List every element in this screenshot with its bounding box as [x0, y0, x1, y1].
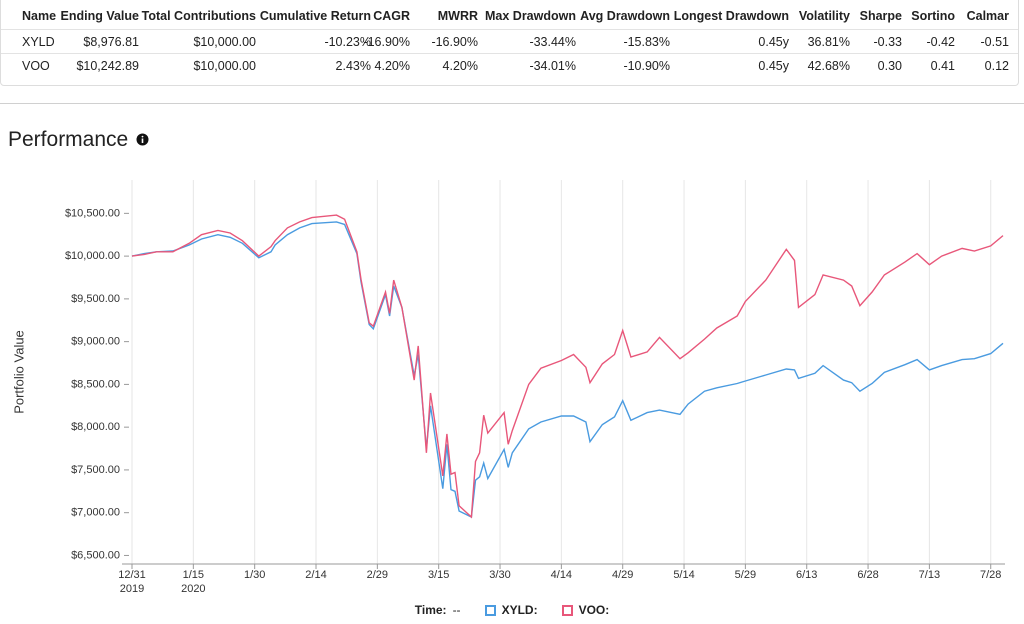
line-series — [131, 221, 1004, 519]
table-cell: -10.90% — [623, 59, 670, 73]
table-cell: XYLD — [22, 35, 55, 49]
x-tick-label: 6/13 — [795, 569, 818, 581]
column-header: MWRR — [437, 9, 478, 23]
table-cell: 0.41 — [930, 59, 955, 73]
legend-swatch — [484, 604, 496, 616]
column-header: Sharpe — [859, 9, 902, 23]
column-header: Name — [22, 9, 57, 23]
table-cell: -16.90% — [431, 35, 478, 49]
table-cell: -0.51 — [980, 35, 1010, 49]
legend-swatch — [561, 604, 573, 616]
info-icon[interactable] — [136, 133, 149, 146]
y-tick-label: $9,500.00 — [71, 293, 120, 305]
table-cell: 0.12 — [984, 59, 1009, 73]
y-tick-label: $10,000.00 — [65, 250, 120, 262]
x-tick-label: 7/28 — [980, 569, 1002, 581]
legend: Time: -- XYLD: VOO: — [0, 603, 1024, 617]
table-cell: -16.90% — [363, 35, 410, 49]
x-tick-label: 1/15 2020 — [181, 569, 206, 595]
y-tick-label: $10,500.00 — [65, 207, 120, 219]
column-header: Calmar — [966, 9, 1009, 23]
column-header: CAGR — [373, 9, 410, 23]
y-tick-label: $6,500.00 — [71, 549, 120, 561]
table-cell: 2.43% — [335, 59, 371, 73]
column-header: Volatility — [798, 9, 850, 23]
x-tick-label: 3/15 — [427, 569, 450, 581]
x-tick-label: 4/29 — [611, 569, 634, 581]
y-tick-label: $8,500.00 — [71, 378, 120, 390]
x-tick-label: 12/31 2019 — [118, 569, 146, 595]
x-tick-label: 7/13 — [918, 569, 941, 581]
table-cell: -34.01% — [529, 59, 576, 73]
table-cell: -33.44% — [529, 35, 576, 49]
column-header: Max Drawdown — [485, 9, 576, 23]
table-cell: 36.81% — [807, 35, 850, 49]
table-cell: $10,242.89 — [76, 59, 139, 73]
x-tick-label: 1/30 — [243, 569, 266, 581]
line-series — [131, 214, 1004, 519]
table-cell: 4.20% — [374, 59, 410, 73]
table-cell: 0.30 — [877, 59, 902, 73]
legend-label: XYLD: — [501, 603, 538, 617]
table-cell: 0.45y — [758, 35, 789, 49]
table-cell: -0.33 — [873, 35, 903, 49]
table-cell: -10.23% — [324, 35, 371, 49]
y-tick-label: $9,000.00 — [71, 336, 120, 348]
row-divider — [1, 53, 1018, 54]
row-divider — [1, 29, 1018, 30]
legend-label: VOO: — [578, 603, 610, 617]
x-tick-label: 2/29 — [366, 569, 389, 581]
table-cell: 4.20% — [442, 59, 478, 73]
y-tick-label: $7,000.00 — [71, 507, 120, 519]
legend-time-label: Time: — [414, 603, 447, 617]
column-header: Total Contributions — [141, 9, 256, 23]
separator — [0, 103, 1024, 104]
table-cell: -15.83% — [623, 35, 670, 49]
y-tick-label: $7,500.00 — [71, 464, 120, 476]
column-header: Avg Drawdown — [580, 9, 670, 23]
section-title-text: Performance — [8, 128, 129, 151]
table-cell: $10,000.00 — [193, 35, 256, 49]
x-tick-label: 5/14 — [673, 569, 695, 581]
y-tick-label: $8,000.00 — [71, 421, 120, 433]
table-cell: 42.68% — [807, 59, 850, 73]
table-cell: -0.42 — [926, 35, 956, 49]
column-header: Sortino — [911, 9, 955, 23]
table-cell: 0.45y — [758, 59, 789, 73]
x-tick-label: 5/29 — [734, 569, 757, 581]
x-tick-label: 3/30 — [489, 569, 511, 581]
column-header: Ending Value — [60, 9, 140, 23]
x-tick-label: 4/14 — [550, 569, 573, 581]
x-tick-label: 6/28 — [857, 569, 879, 581]
table-cell: VOO — [22, 59, 50, 73]
table-cell: $8,976.81 — [83, 35, 139, 49]
stats-table: Name Ending Value Total Contributions Cumul… — [0, 0, 1019, 86]
x-tick-label: 2/14 — [305, 569, 327, 581]
legend-time-value: -- — [452, 603, 461, 617]
table-cell: $10,000.00 — [193, 59, 256, 73]
y-axis-label: Portfolio Value — [11, 330, 26, 414]
column-header: Longest Drawdown — [673, 9, 789, 23]
section-title: Performance — [8, 128, 149, 152]
column-header: Cumulative Return — [259, 9, 371, 23]
